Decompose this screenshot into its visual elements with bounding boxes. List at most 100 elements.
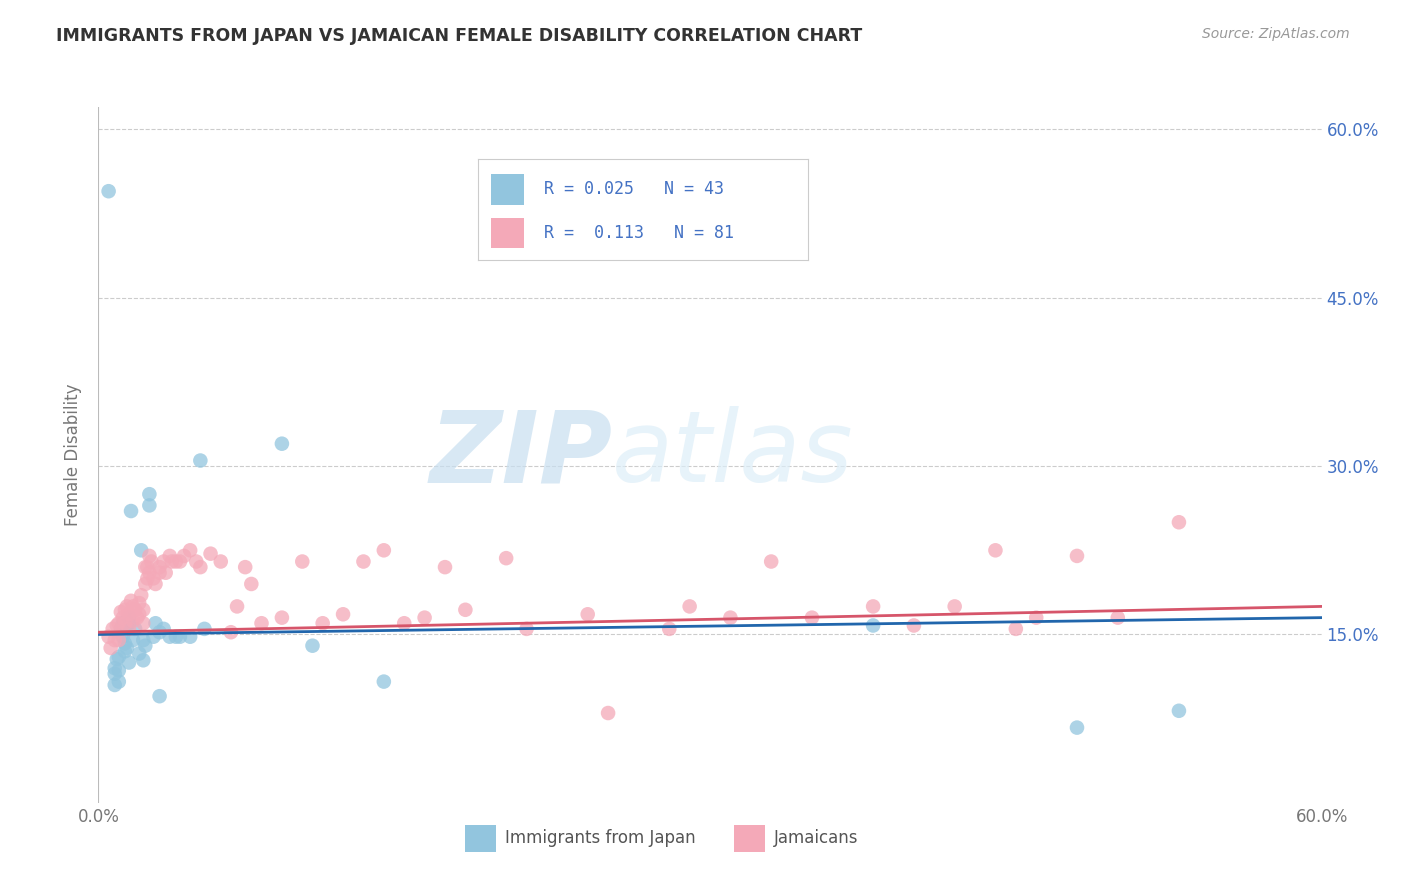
Point [138,487,160,501]
Y-axis label: Female Disability: Female Disability [65,384,83,526]
Point [801,610,824,624]
Point [240,577,263,591]
Point [392,616,416,631]
Point [159,549,181,563]
Point [138,499,160,513]
Point [127,610,149,624]
Point [120,594,142,608]
Point [122,633,145,648]
Point [132,616,155,631]
Point [114,644,136,658]
Point [134,639,156,653]
Point [108,664,131,678]
Point [114,636,136,650]
Point [111,610,134,624]
Point [219,625,242,640]
Point [122,614,145,628]
Point [373,543,395,558]
Point [134,577,156,591]
Point [97,630,120,644]
Point [1066,549,1088,563]
Point [115,599,138,614]
Point [111,616,134,631]
Point [124,603,146,617]
Point [118,616,141,631]
Text: R =  0.113   N = 81: R = 0.113 N = 81 [544,224,734,242]
Point [596,706,619,720]
Text: R = 0.025   N = 43: R = 0.025 N = 43 [544,180,724,199]
Text: Jamaicans: Jamaicans [773,830,858,847]
Point [104,666,127,681]
Point [943,599,966,614]
Point [233,560,256,574]
Point [169,630,191,644]
Point [159,630,181,644]
Point [200,547,222,561]
Point [250,616,273,631]
Point [373,674,395,689]
Point [1107,610,1129,624]
Point [100,640,122,655]
Point [193,622,215,636]
Point [149,560,172,574]
Point [101,622,124,636]
Point [173,549,195,563]
Point [165,630,187,644]
Point [132,603,155,617]
Point [226,599,249,614]
Point [108,649,131,664]
Point [141,555,163,569]
Point [160,555,183,569]
Point [1004,622,1026,636]
Point [179,543,201,558]
Point [104,633,127,648]
Point [110,605,132,619]
Point [454,603,477,617]
Point [132,653,155,667]
Point [188,453,212,467]
Point [145,616,167,631]
Point [115,640,138,655]
Point [114,603,136,617]
Point [152,555,174,569]
Point [138,549,160,563]
Point [984,543,1007,558]
Point [129,543,152,558]
Point [679,599,702,614]
Point [118,622,141,636]
Point [155,566,177,580]
Point [149,625,172,640]
Point [110,622,132,636]
Point [658,622,681,636]
Point [97,184,120,198]
Point [142,571,165,585]
Point [120,504,142,518]
Point [759,555,782,569]
Point [104,661,127,675]
Point [142,630,165,644]
Point [105,618,128,632]
Point [149,566,172,580]
Point [108,633,131,648]
Point [312,616,335,631]
Point [122,599,145,614]
Point [291,555,314,569]
Point [128,647,150,661]
Point [862,618,884,632]
Point [114,616,136,631]
Point [128,607,150,622]
Point [179,630,201,644]
Point [576,607,599,622]
Point [111,630,134,644]
Text: Source: ZipAtlas.com: Source: ZipAtlas.com [1202,27,1350,41]
Point [105,652,128,666]
Point [118,656,141,670]
Point [903,618,925,632]
Point [118,610,141,624]
Point [332,607,354,622]
Point [1167,704,1189,718]
Point [132,633,155,648]
Point [270,436,294,450]
FancyBboxPatch shape [491,218,524,248]
Text: ZIP: ZIP [429,407,612,503]
